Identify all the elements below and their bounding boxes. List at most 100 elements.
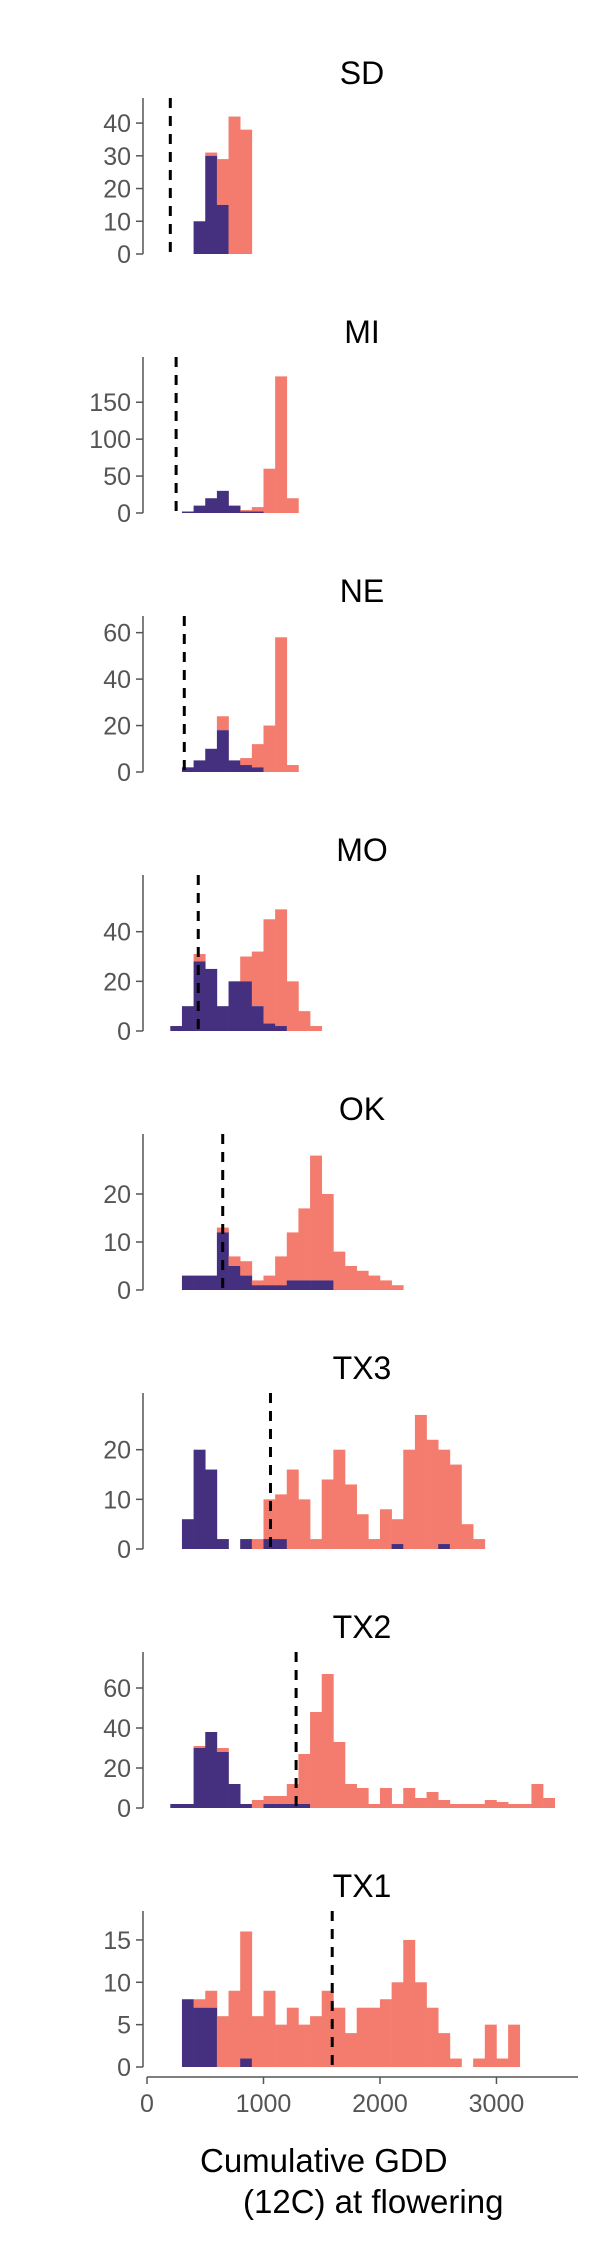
bar-late [543,1798,555,1808]
bar-late [321,1194,334,1281]
bar-late [298,1754,311,1804]
y-tick-label: 40 [103,666,131,694]
bar-late [403,1788,416,1808]
bar-late [251,2016,264,2067]
bar-early [181,511,194,513]
bar-early [193,505,206,513]
bar-late [275,909,288,1027]
bar-early [193,961,206,1031]
bar-late [333,1449,346,1549]
bar-late [240,758,253,766]
y-tick-label: 15 [103,1927,131,1955]
bar-late [333,1742,346,1808]
bar-early [181,1275,194,1290]
bar-late [228,1256,241,1266]
bar-late [473,1539,486,1549]
bar-early [263,1023,276,1031]
bar-late [368,1539,381,1549]
y-tick-label: 20 [103,176,131,204]
bar-early [193,1275,206,1290]
bar-late [286,1784,299,1804]
bar-early [205,1275,218,1290]
bar-late [531,1784,544,1808]
bar-early [205,498,218,513]
bar-early [228,1784,241,1808]
panel-mo: MO 0 20 40 [103,832,388,1046]
bar-late [473,2058,486,2067]
bar-late [414,1414,427,1549]
bar-late [473,1804,486,1808]
bar-late [251,1280,264,1286]
bar-late [519,1804,532,1808]
bar-early [228,505,241,513]
bar-early [181,1804,194,1808]
bar-late [263,1796,276,1804]
panel-ok: OK 0 10 20 [103,1091,404,1305]
bar-late [216,716,229,731]
bar-early [205,1469,218,1549]
y-tick-label: 20 [103,713,131,741]
bar-late [240,510,253,512]
bar-early [240,511,253,513]
bar-late [263,468,276,513]
bar-late [251,507,264,512]
bar-late [216,1748,229,1752]
bar-early [298,1804,311,1808]
bar-late [426,1439,439,1549]
bar-early [181,1519,194,1549]
bar-late [391,1285,404,1290]
y-tick-label: 10 [103,208,131,236]
bar-late [333,1251,346,1290]
y-tick-label: 5 [117,2012,131,2040]
bar-late [379,1788,392,1808]
bar-late [403,1939,416,2067]
bar-late [484,2024,497,2067]
bar-late [496,2058,509,2067]
y-tick-label: 40 [103,1715,131,1743]
bar-late [298,1011,311,1031]
bar-late [263,725,276,772]
bar-late [240,956,253,982]
bar-early [240,1804,253,1808]
bar-early [321,1280,334,1290]
bar-early [263,1285,276,1290]
bar-early [228,981,241,1031]
bar-early [216,1752,229,1808]
y-tick-label: 10 [103,1229,131,1257]
bar-late [275,637,288,772]
bar-late [286,498,299,513]
bar-late [345,1484,357,1549]
panel-title: TX2 [333,1609,392,1645]
bar-early [181,1999,194,2067]
bar-late [240,129,253,254]
panel-title: SD [340,55,384,91]
bar-early [228,1266,241,1290]
bar-early [275,1804,288,1808]
bar-early [310,1280,323,1290]
bar-late [193,954,206,962]
bar-late [310,1712,323,1808]
bar-early [193,1449,206,1549]
bar-late [251,1539,264,1549]
bar-late [379,1280,392,1290]
panel-title: NE [340,573,384,609]
bar-early [193,2007,206,2067]
y-tick-label: 10 [103,1486,131,1514]
bar-early [286,1804,299,1808]
bar-early [391,1544,404,1549]
y-tick-label: 100 [89,426,131,454]
bar-late [310,1539,323,1549]
bar-late [228,116,241,254]
bar-late [368,1275,381,1290]
bar-early [438,1544,451,1549]
bar-early [193,1748,206,1808]
panel-title: MO [336,832,388,868]
y-tick-label: 20 [103,968,131,996]
y-tick-label: 0 [117,500,131,528]
bar-late [391,1519,404,1545]
bar-late [263,919,276,1024]
y-tick-label: 0 [117,2054,131,2082]
panel-mi: MI 0 50 100 150 [89,314,379,528]
